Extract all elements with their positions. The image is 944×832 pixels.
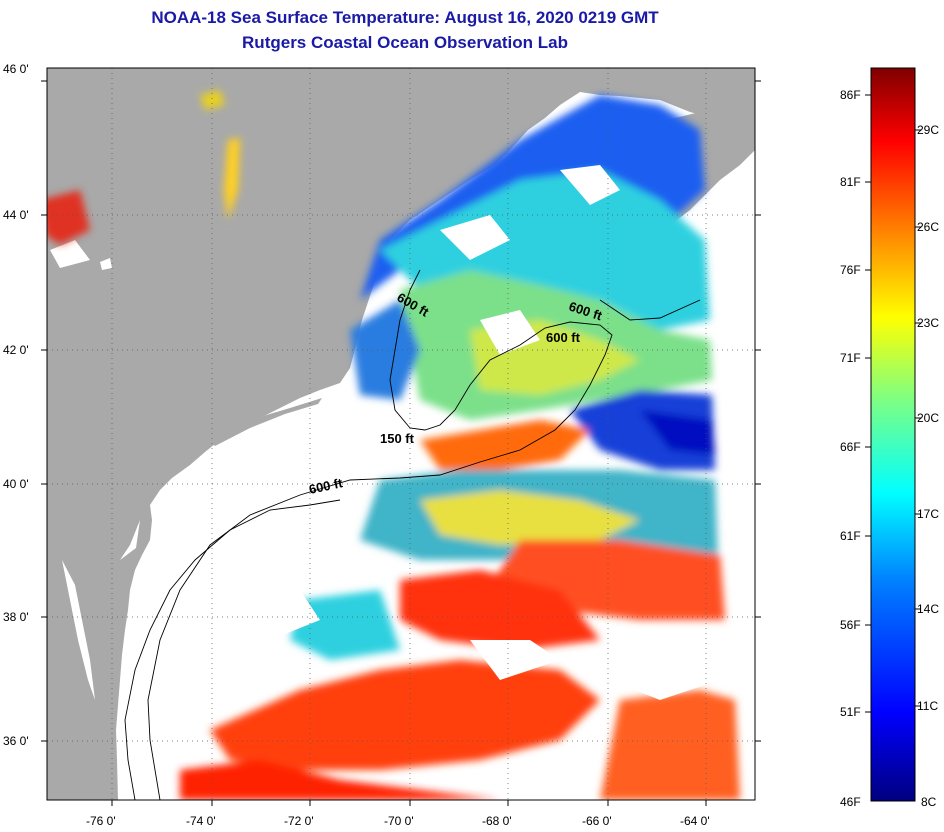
bay-chesapeake [62, 560, 95, 700]
graticule [47, 68, 755, 800]
colorbar-c-label: 23C [917, 316, 939, 330]
colorbar-c-label: 29C [917, 123, 939, 137]
lon-label: -72 0' [284, 814, 314, 828]
contour-label: 150 ft [380, 431, 415, 446]
lon-label: -64 0' [680, 814, 710, 828]
lat-label: 38 0' [3, 610, 29, 624]
colorbar-ticks [865, 94, 921, 713]
lake-patches [50, 240, 112, 270]
bay-delaware [120, 520, 140, 560]
colorbar-f-label: 66F [840, 440, 861, 454]
lon-label: -68 0' [482, 814, 512, 828]
colorbar-f-label: 71F [840, 351, 861, 365]
lon-label: -70 0' [384, 814, 414, 828]
lat-label: 46 0' [3, 62, 29, 76]
land-long-island [208, 398, 322, 446]
bathymetry-contours [124, 269, 701, 800]
lon-label: -74 0' [186, 814, 216, 828]
colorbar-c-label: 8C [921, 795, 937, 809]
colorbar-c-label: 11C [917, 699, 938, 713]
colorbar-f-label: 86F [840, 88, 861, 102]
colorbar-c-label: 14C [917, 602, 939, 616]
colorbar-c-label: 26C [917, 220, 939, 234]
colorbar-f-label: 76F [840, 263, 861, 277]
lat-label: 36 0' [3, 734, 29, 748]
cloud-mask [230, 165, 720, 700]
colorbar-f-label: 46F [840, 795, 861, 809]
map-title: NOAA-18 Sea Surface Temperature: August … [151, 8, 659, 27]
contour-label: 600 ft [546, 330, 581, 345]
colorbar-f-label: 61F [840, 529, 861, 543]
colorbar-c-label: 17C [917, 507, 939, 521]
lat-label: 44 0' [3, 208, 29, 222]
sst-field [47, 90, 740, 800]
lon-label: -66 0' [582, 814, 612, 828]
colorbar-f-label: 56F [840, 618, 861, 632]
land-mass [47, 68, 755, 800]
colorbar-f-label: 51F [840, 705, 861, 719]
lat-label: 40 0' [3, 477, 29, 491]
map-subtitle: Rutgers Coastal Ocean Observation Lab [242, 33, 568, 52]
axis-ticks [41, 80, 761, 806]
colorbar [870, 67, 916, 802]
map-frame [46, 67, 756, 801]
lon-label: -76 0' [86, 814, 116, 828]
map-layers [47, 68, 755, 800]
colorbar-c-label: 20C [917, 411, 939, 425]
contour-label: 600 ft [308, 475, 345, 497]
lat-label: 42 0' [3, 343, 29, 357]
colorbar-f-label: 81F [840, 175, 861, 189]
